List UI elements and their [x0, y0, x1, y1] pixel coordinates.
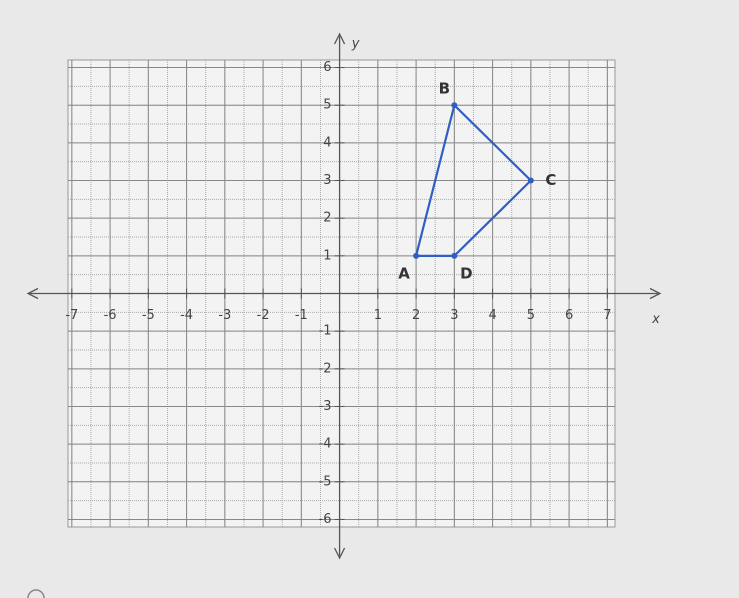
vertex	[451, 252, 458, 259]
vertex-label: D	[460, 264, 472, 282]
x-tick-label: 3	[450, 308, 458, 323]
y-tick-label: 1	[323, 248, 331, 263]
y-tick-label: 2	[323, 211, 331, 226]
y-tick-label: -1	[319, 324, 332, 339]
x-tick-label: -6	[104, 308, 117, 323]
vertex-label: C	[545, 171, 556, 189]
x-tick-label: 7	[603, 308, 611, 323]
y-tick-label: 4	[323, 135, 331, 150]
axes: x y -7 -6 -5 -4 -3 -2 -1 1 2 3 4 5 6 7 -6 -5 -4 -3 -2 -1 1 2 3 4 5…	[26, 32, 662, 560]
marks: A B C D	[398, 80, 556, 283]
y-axis-arrow	[334, 32, 346, 560]
x-tick-label: 1	[374, 308, 382, 323]
y-tick-label: -3	[319, 399, 332, 414]
x-tick-label: 2	[412, 308, 420, 323]
x-tick-label: 6	[565, 308, 573, 323]
x-tick-label: 4	[488, 308, 496, 323]
vertex	[451, 102, 458, 109]
x-tick-label: -4	[180, 308, 193, 323]
x-tick-label: -5	[142, 308, 155, 323]
radio-button[interactable]	[27, 589, 45, 598]
x-tick-label: -1	[295, 308, 308, 323]
x-tick-label: -3	[218, 308, 231, 323]
vertex-label: B	[439, 80, 450, 98]
y-tick-label: -5	[319, 474, 332, 489]
y-tick-label: 6	[323, 60, 331, 75]
y-tick-label: -4	[319, 437, 332, 452]
vertex	[527, 177, 534, 184]
y-tick-label: -2	[319, 361, 332, 376]
vertex	[413, 252, 420, 259]
x-tick-label: -7	[65, 308, 78, 323]
x-axis-label: x	[651, 312, 660, 327]
x-axis-arrow	[26, 287, 662, 300]
y-tick-label: 3	[323, 173, 331, 188]
y-tick-label: 5	[323, 98, 331, 113]
y-axis-label: y	[351, 37, 360, 52]
vertex-label: A	[398, 264, 410, 282]
x-tick-label: -2	[257, 308, 270, 323]
x-tick-label: 5	[527, 308, 535, 323]
y-tick-label: -6	[319, 512, 332, 527]
